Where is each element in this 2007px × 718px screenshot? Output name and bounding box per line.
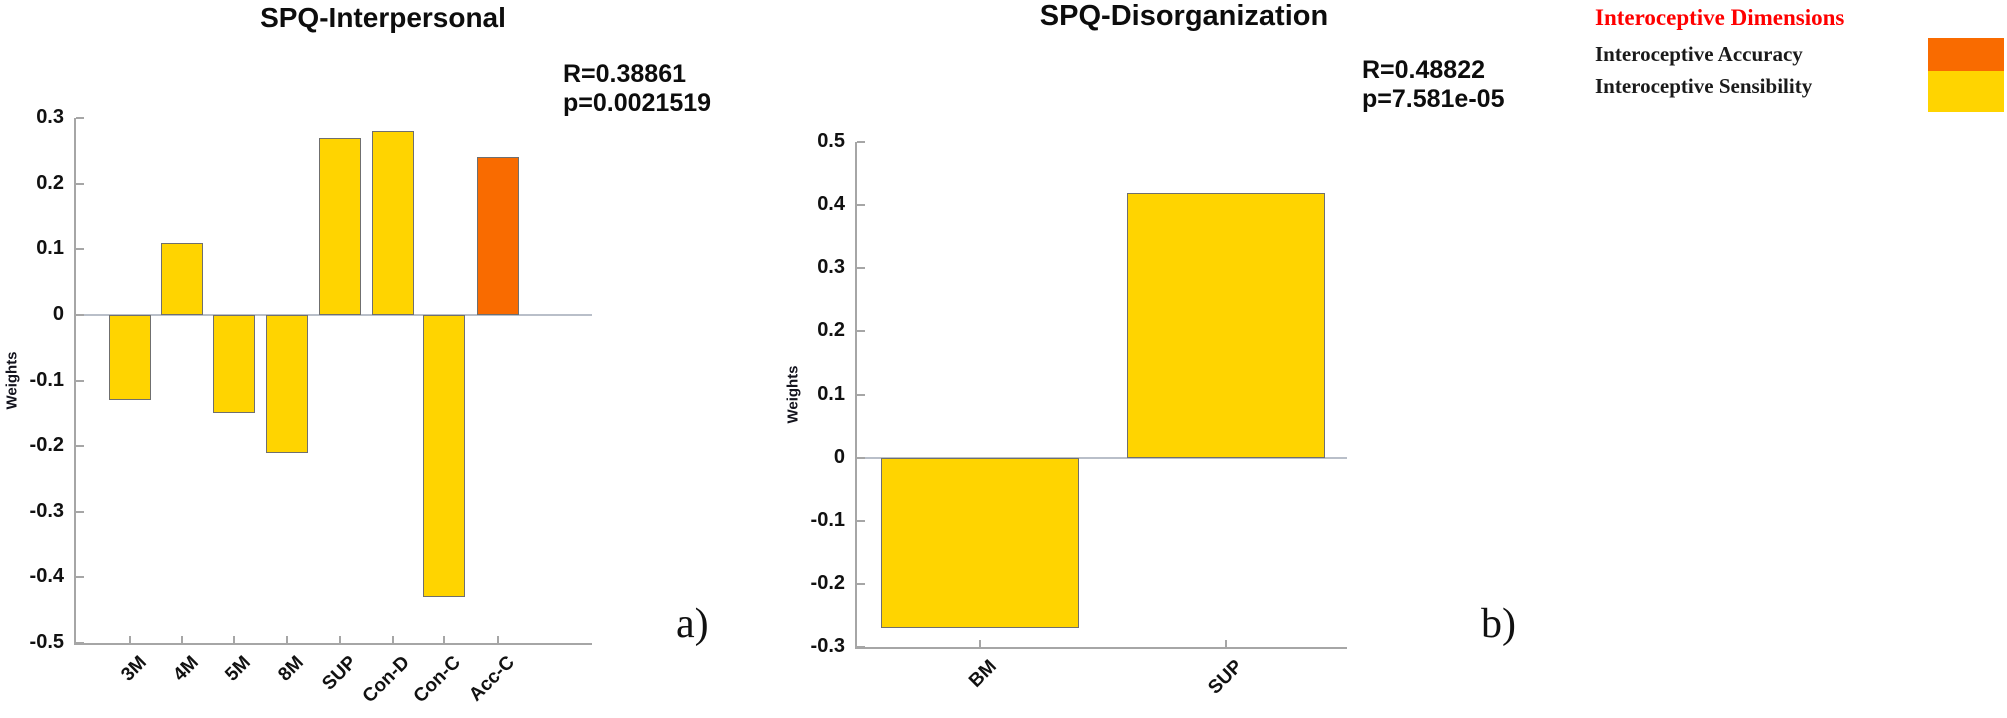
y-tick (76, 182, 84, 185)
y-tick-label: -0.4 (29, 565, 64, 588)
y-tick (76, 379, 84, 382)
bar-sup (319, 137, 361, 315)
p-value: p=7.581e-05 (1362, 85, 1505, 113)
panel-label-b: b) (1481, 601, 1516, 647)
zero-baseline (857, 456, 1347, 459)
bar-sup (1127, 192, 1325, 458)
y-tick-label: 0 (833, 445, 845, 468)
y-tick (857, 519, 865, 522)
panel-label-a: a) (676, 601, 709, 647)
y-tick (857, 582, 865, 585)
y-tick-label: -0.3 (810, 635, 845, 657)
legend-item-sensibility: Interoceptive Sensibility (1595, 74, 1813, 98)
sensibility-color-swatch (1928, 71, 2004, 112)
x-tick (1225, 640, 1227, 647)
y-tick (857, 204, 865, 207)
y-tick (76, 313, 84, 316)
y-tick-label: 0.2 (817, 319, 845, 342)
y-tick (76, 445, 84, 448)
x-tick (233, 636, 235, 643)
x-tick (339, 636, 341, 643)
y-tick-label: 0.1 (36, 237, 64, 260)
y-tick-label: -0.5 (29, 631, 64, 653)
y-tick-label: -0.1 (29, 368, 64, 391)
accuracy-color-swatch (1928, 38, 2004, 71)
chart-title: SPQ-Interpersonal (260, 2, 506, 33)
p-value: p=0.0021519 (563, 89, 712, 117)
chart-title: SPQ-Disorganization (1039, 0, 1329, 32)
bar-acc-c (477, 157, 519, 315)
y-tick (76, 642, 84, 644)
y-tick (857, 267, 865, 270)
zero-baseline (76, 313, 592, 316)
bar-bm (881, 457, 1079, 629)
legend-title: Interoceptive Dimensions (1595, 5, 1845, 30)
y-tick (76, 117, 84, 119)
y-tick-label: 0.4 (817, 193, 845, 216)
y-tick-label: 0 (52, 302, 64, 325)
stats-annotation: R=0.38861 p=0.0021519 (563, 60, 711, 118)
y-tick (857, 646, 865, 648)
y-tick (76, 576, 84, 579)
x-tick (497, 636, 499, 643)
y-tick (76, 510, 84, 513)
stats-annotation: R=0.48822 p=7.581e-05 (1362, 56, 1504, 114)
y-tick-label: 0.3 (817, 256, 845, 279)
x-tick (129, 636, 131, 643)
y-tick-label: 0.3 (36, 106, 64, 128)
y-tick-label: 0.5 (817, 130, 845, 152)
x-tick (443, 636, 445, 643)
bar-8m (266, 314, 308, 453)
bar-5m (213, 314, 255, 414)
y-tick-label: 0.1 (817, 382, 845, 405)
y-tick (857, 330, 865, 333)
bar-4m (161, 242, 203, 315)
x-tick (392, 636, 394, 643)
y-tick-label: 0.2 (36, 171, 64, 194)
plot-area: Weights 0.5 0.4 0.3 0.2 0.1 0 -0.1 -0.2 -0.3 BM SU… (785, 130, 1347, 698)
bar-con-d (372, 131, 414, 315)
x-tick-label-sup: SUP (1204, 656, 1247, 699)
y-tick (857, 456, 865, 459)
legend-item-accuracy: Interoceptive Accuracy (1595, 42, 1803, 66)
y-tick (857, 141, 865, 143)
x-tick (979, 640, 981, 647)
x-tick (286, 636, 288, 643)
y-tick (76, 248, 84, 251)
x-tick-label-bm: BM (965, 656, 1001, 692)
r-value: R=0.48822 (1362, 56, 1486, 84)
y-tick-label: -0.2 (810, 571, 845, 594)
y-tick-label: -0.2 (29, 434, 64, 457)
bar-3m (109, 314, 151, 401)
bar-con-c (423, 314, 465, 598)
y-tick (857, 393, 865, 396)
x-tick (181, 636, 183, 643)
r-value: R=0.38861 (563, 60, 687, 88)
y-tick-label: -0.3 (29, 499, 64, 522)
y-tick-label: -0.1 (810, 508, 845, 531)
plot-area: Weights 0.3 0.2 0.1 0 -0.1 -0.2 -0.3 -0.4 -0.5 3M… (4, 106, 592, 707)
